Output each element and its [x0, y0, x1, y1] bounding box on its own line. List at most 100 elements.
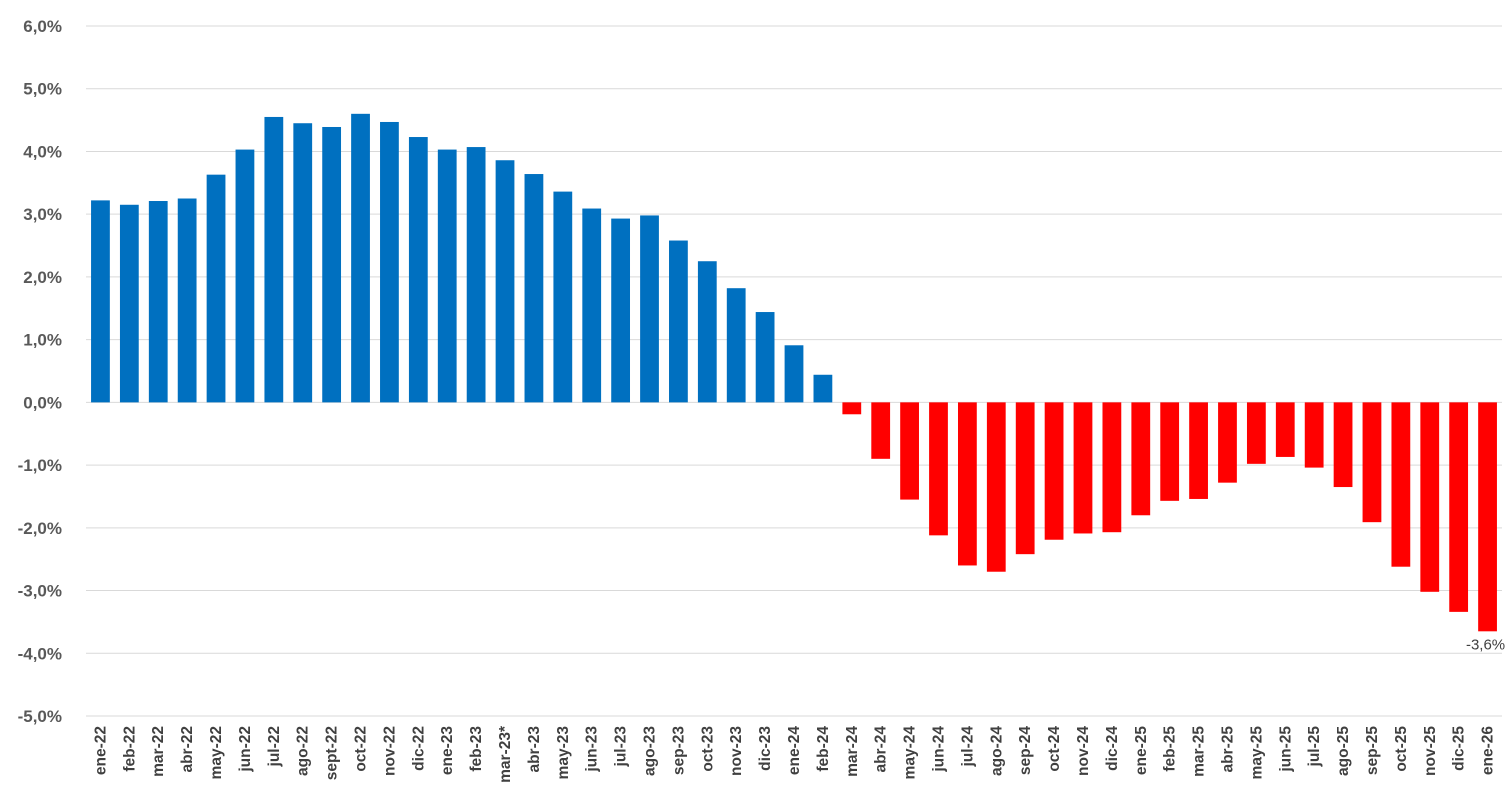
- bar-abr-24: [871, 402, 891, 459]
- bar-jul-25: [1304, 402, 1324, 468]
- bar-dic-24: [1102, 402, 1122, 533]
- bar-may-25: [1246, 402, 1266, 464]
- bar-abr-22: [177, 198, 197, 403]
- gridlines: [86, 25, 1502, 717]
- x-tick-label: may-25: [1248, 726, 1265, 780]
- x-tick-label: ago-23: [642, 726, 659, 776]
- bar-nov-25: [1420, 402, 1440, 592]
- x-tick-label: nov-23: [728, 726, 745, 776]
- x-tick-label: ene-26: [1480, 726, 1497, 775]
- bar-feb-25: [1160, 402, 1180, 501]
- y-axis-ticks: 6,0% 5,0% 4,0% 3,0% 2,0% 1,0% 0,0% -1,0% -2,0% -3…: [18, 17, 62, 726]
- x-tick-label: jun-22: [237, 726, 254, 773]
- x-tick-label: sep-23: [670, 726, 687, 775]
- bar-sep-25: [1362, 402, 1382, 523]
- bar-jul-24: [957, 402, 977, 566]
- bar-ago-24: [986, 402, 1006, 572]
- y-tick-label: 0,0%: [23, 393, 62, 412]
- data-labels: -3,6%: [1466, 636, 1505, 653]
- y-tick-label: -3,0%: [18, 582, 62, 601]
- x-axis-ticks: ene-22 feb-22 mar-22 abr-22 may-22 jun-22 jul-…: [92, 725, 1496, 783]
- x-tick-label: may-23: [555, 726, 572, 780]
- x-tick-label: may-22: [208, 726, 225, 779]
- bar-mar-25: [1189, 402, 1208, 499]
- x-tick-label: feb-25: [1162, 726, 1179, 772]
- x-tick-label: jul-25: [1306, 726, 1323, 768]
- bar-dic-23: [755, 312, 775, 403]
- x-tick-label: ene-25: [1133, 726, 1150, 775]
- x-tick-label: ago-22: [295, 726, 312, 776]
- x-tick-label: ene-23: [439, 726, 456, 775]
- bar-jun-24: [929, 402, 948, 536]
- bar-ene-24: [784, 345, 804, 403]
- bar-mar-23: [495, 160, 515, 403]
- x-tick-label: abr-24: [873, 726, 890, 773]
- x-tick-label: jul-24: [959, 726, 976, 768]
- y-tick-label: -2,0%: [18, 519, 62, 538]
- x-tick-label: jun-23: [584, 726, 601, 773]
- x-tick-label: dic-25: [1451, 726, 1468, 771]
- bar-oct-22: [351, 113, 370, 403]
- bar-jun-25: [1275, 402, 1295, 457]
- bar-feb-23: [466, 147, 486, 403]
- data-label: -3,6%: [1466, 636, 1505, 653]
- x-tick-label: ene-24: [786, 726, 803, 775]
- bar-may-24: [900, 402, 919, 500]
- x-tick-label: dic-22: [410, 726, 427, 771]
- y-tick-label: 1,0%: [23, 331, 62, 350]
- bar-jul-23: [611, 218, 631, 403]
- bar-ene-25: [1131, 402, 1151, 516]
- bar-oct-23: [697, 261, 717, 403]
- bar-ago-25: [1333, 402, 1353, 488]
- x-tick-label: ene-22: [92, 726, 109, 775]
- bar-abr-23: [524, 174, 544, 403]
- bar-mar-22: [148, 201, 168, 403]
- bar-ago-22: [293, 123, 313, 403]
- x-tick-label: abr-23: [526, 726, 543, 773]
- x-tick-label: jul-23: [613, 726, 630, 768]
- bar-ene-23: [437, 149, 457, 403]
- x-tick-label: nov-25: [1422, 726, 1439, 776]
- x-tick-label: feb-24: [815, 726, 832, 772]
- x-tick-label: oct-24: [1046, 726, 1063, 772]
- x-tick-label: feb-22: [121, 726, 138, 772]
- y-tick-label: 2,0%: [23, 268, 62, 287]
- x-tick-label: mar-24: [844, 726, 861, 777]
- bar-nov-24: [1073, 402, 1093, 534]
- bar-jun-23: [582, 208, 602, 403]
- x-tick-label: nov-24: [1075, 726, 1092, 776]
- x-tick-label: jun-25: [1277, 726, 1294, 773]
- x-tick-label: ago-25: [1335, 726, 1352, 776]
- x-tick-label: feb-23: [468, 726, 485, 772]
- x-tick-label: mar-23*: [497, 725, 514, 783]
- bar-sept-22: [322, 126, 342, 403]
- bar-mar-24: [842, 402, 862, 415]
- bar-nov-23: [726, 288, 746, 403]
- bar-oct-25: [1391, 402, 1411, 567]
- x-tick-label: abr-22: [179, 726, 196, 773]
- bar-nov-22: [380, 121, 399, 403]
- bar-dic-25: [1449, 402, 1469, 612]
- bar-may-23: [553, 191, 573, 403]
- bar-may-22: [206, 174, 226, 403]
- x-tick-label: sept-22: [324, 726, 341, 780]
- x-tick-label: oct-25: [1393, 726, 1410, 772]
- y-tick-label: -5,0%: [18, 707, 62, 726]
- x-tick-label: nov-22: [381, 726, 398, 776]
- x-tick-label: dic-23: [757, 726, 774, 771]
- x-tick-label: mar-25: [1191, 726, 1208, 777]
- x-tick-label: dic-24: [1104, 726, 1121, 771]
- bar-ago-23: [640, 215, 659, 403]
- bar-sep-23: [669, 240, 688, 403]
- y-tick-label: -4,0%: [18, 644, 62, 663]
- bar-feb-24: [813, 374, 833, 403]
- bar-ene-26: [1478, 402, 1497, 632]
- bar-feb-22: [119, 204, 139, 403]
- x-tick-label: sep-25: [1364, 726, 1381, 775]
- bar-sep-24: [1015, 402, 1035, 555]
- x-tick-label: abr-25: [1219, 726, 1236, 773]
- y-tick-label: 6,0%: [23, 17, 62, 36]
- bar-abr-25: [1218, 402, 1237, 483]
